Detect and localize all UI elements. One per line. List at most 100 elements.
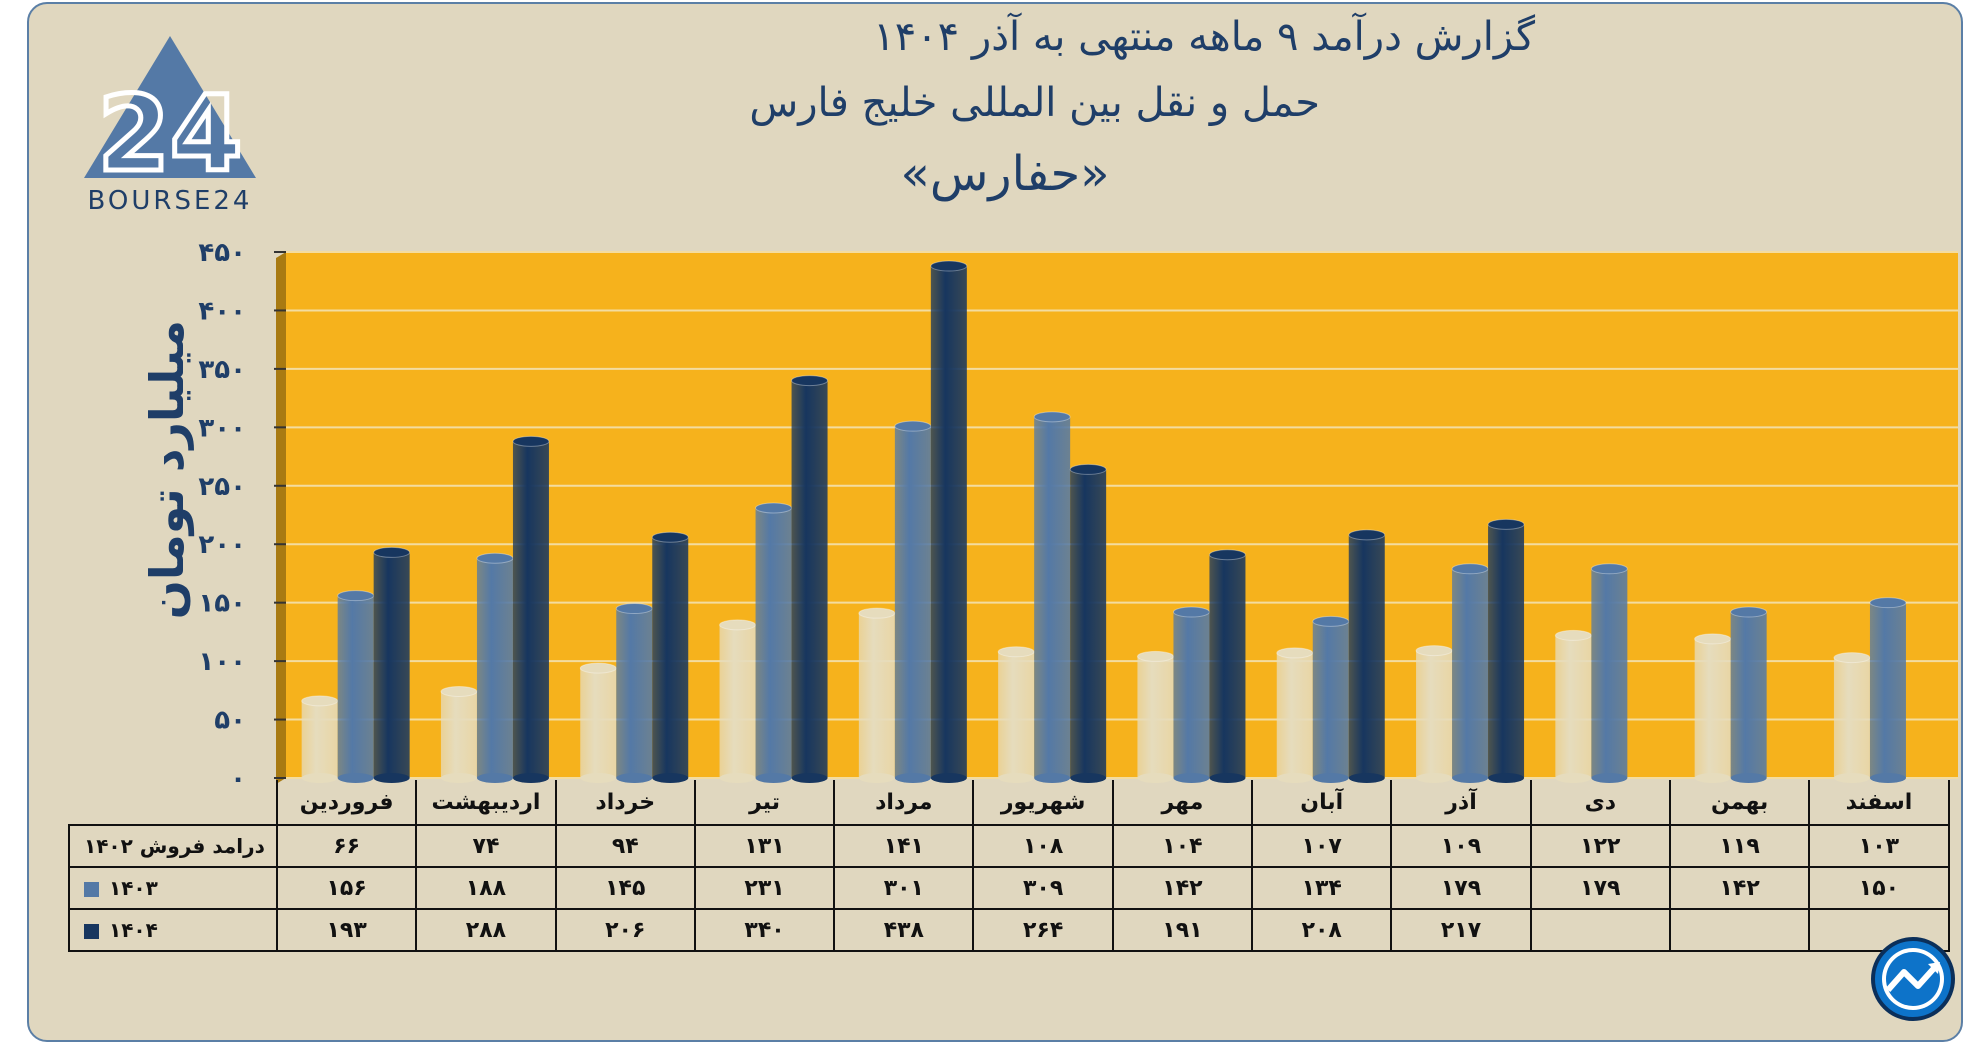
bar xyxy=(615,603,653,783)
legend-entry: درامد فروش ۱۴۰۲ xyxy=(68,824,278,868)
y-axis-label: میلیارد تومان xyxy=(140,320,194,620)
data-label: ۱۰۸ xyxy=(972,824,1114,868)
bar xyxy=(651,531,689,783)
plot-area xyxy=(286,252,1958,778)
data-label: ۲۸۸ xyxy=(415,908,557,952)
bar xyxy=(1136,650,1174,783)
y-tick-label: ۳۵۰ xyxy=(198,355,246,385)
y-tick-label: ۳۰۰ xyxy=(198,413,246,443)
bar xyxy=(337,590,375,783)
legend-label: درامد فروش ۱۴۰۲ xyxy=(84,834,265,858)
legend-entry: ۱۴۰۳ xyxy=(68,866,278,910)
bar xyxy=(1069,463,1107,783)
data-label: ۹۴ xyxy=(554,824,696,868)
data-label: ۴۳۸ xyxy=(833,908,975,952)
legend-swatch-icon xyxy=(84,924,99,939)
ticker-symbol: «حفارس» xyxy=(900,146,1110,202)
table-row: ۱۴۰۴ ۱۹۳ ۲۸۸ ۲۰۶ ۳۴۰ ۴۳۸ ۲۶۴ ۱۹۱ ۲۰۸ ۲۱۷ xyxy=(68,908,1950,952)
data-label: ۲۰۸ xyxy=(1251,908,1393,952)
y-tick-label: ۲۰۰ xyxy=(198,530,246,560)
bar xyxy=(1869,597,1907,783)
table-row: درامد فروش ۱۴۰۲ ۶۶ ۷۴ ۹۴ ۱۳۱ ۱۴۱ ۱۰۸ ۱۰۴ ۱۰۷ ۱۰۹ ۱… xyxy=(68,824,1950,868)
data-label: ۳۴۰ xyxy=(693,908,836,952)
x-tick-label: دی xyxy=(1529,780,1671,826)
bar xyxy=(858,607,896,783)
data-label: ۱۲۲ xyxy=(1529,824,1671,868)
bar xyxy=(1312,615,1350,783)
company-name: حمل و نقل بین المللی خلیج فارس xyxy=(749,80,1320,126)
bar xyxy=(1730,606,1768,783)
data-label: ۱۰۳ xyxy=(1808,824,1950,868)
data-label: ۱۱۹ xyxy=(1668,824,1811,868)
bar xyxy=(1276,647,1314,783)
y-tick-label: ۴۰۰ xyxy=(198,296,246,326)
data-label: ۷۴ xyxy=(415,824,557,868)
y-tick-label: ۱۰۰ xyxy=(198,647,246,677)
bar xyxy=(1487,518,1525,783)
x-tick-label: مرداد xyxy=(833,780,975,826)
data-label: ۱۵۶ xyxy=(275,866,418,910)
bar xyxy=(1554,629,1592,783)
data-label: ۳۰۹ xyxy=(972,866,1114,910)
x-tick-label: خرداد xyxy=(554,780,696,826)
bar xyxy=(579,662,617,783)
data-label: ۱۰۹ xyxy=(1390,824,1532,868)
data-table: فروردین اردیبهشت خرداد تیر مرداد شهریور مهر آبا… xyxy=(68,780,1950,952)
data-label: ۱۴۵ xyxy=(554,866,696,910)
logo-text: BOURSE24 xyxy=(88,186,253,216)
data-label xyxy=(1529,908,1671,952)
legend-label: ۱۴۰۳ xyxy=(109,876,158,900)
data-label: ۱۷۹ xyxy=(1390,866,1532,910)
bar xyxy=(755,502,793,783)
data-label: ۱۷۹ xyxy=(1529,866,1671,910)
y-tick-label: ۲۵۰ xyxy=(198,472,246,502)
data-label: ۱۸۸ xyxy=(415,866,557,910)
data-label: ۲۰۶ xyxy=(554,908,696,952)
bar xyxy=(791,375,829,783)
data-label: ۱۴۱ xyxy=(833,824,975,868)
data-label: ۱۹۱ xyxy=(1111,908,1254,952)
logo-mark: 24 xyxy=(98,73,243,195)
bar xyxy=(1451,563,1489,783)
bar xyxy=(894,420,932,783)
bar xyxy=(1694,633,1732,783)
data-label: ۱۹۳ xyxy=(275,908,418,952)
data-label: ۱۴۲ xyxy=(1668,866,1811,910)
x-tick-label: بهمن xyxy=(1668,780,1811,826)
chart-trend-icon xyxy=(1870,936,1956,1022)
legend-entry: ۱۴۰۴ xyxy=(68,908,278,952)
logo-triangle-icon xyxy=(84,36,256,178)
y-tick-label: ۱۵۰ xyxy=(198,589,246,619)
data-label: ۱۰۷ xyxy=(1251,824,1393,868)
x-tick-label: اسفند xyxy=(1808,780,1950,826)
bar xyxy=(1590,563,1628,783)
bar xyxy=(930,260,968,783)
bar xyxy=(512,435,550,783)
bar xyxy=(997,646,1035,783)
x-tick-label: اردیبهشت xyxy=(415,780,557,826)
data-label: ۱۳۴ xyxy=(1251,866,1393,910)
bar xyxy=(1208,549,1246,783)
x-tick-label: مهر xyxy=(1111,780,1254,826)
x-tick-label: آبان xyxy=(1251,780,1393,826)
bar xyxy=(1033,411,1071,783)
y-tick-label: ۵۰ xyxy=(214,706,246,736)
bar xyxy=(719,619,757,783)
x-tick-label: شهریور xyxy=(972,780,1114,826)
bar xyxy=(1833,652,1871,783)
legend-label: ۱۴۰۴ xyxy=(109,918,158,942)
x-tick-label: آذر xyxy=(1390,780,1532,826)
data-label: ۶۶ xyxy=(275,824,418,868)
table-row: ۱۴۰۳ ۱۵۶ ۱۸۸ ۱۴۵ ۲۳۱ ۳۰۱ ۳۰۹ ۱۴۲ ۱۳۴ ۱۷۹ ۱۷۹ ۱۴۲ ۱۵۰ xyxy=(68,866,1950,910)
bar xyxy=(476,552,514,783)
bar xyxy=(1348,529,1386,783)
data-label: ۲۱۷ xyxy=(1390,908,1532,952)
bar xyxy=(440,686,478,783)
plot-side-wall xyxy=(276,252,286,784)
bourse24-logo: 24 BOURSE24 xyxy=(70,32,270,217)
legend-swatch-icon xyxy=(84,882,99,897)
x-tick-label: تیر xyxy=(693,780,836,826)
data-label: ۱۴۲ xyxy=(1111,866,1254,910)
data-label: ۳۰۱ xyxy=(833,866,975,910)
